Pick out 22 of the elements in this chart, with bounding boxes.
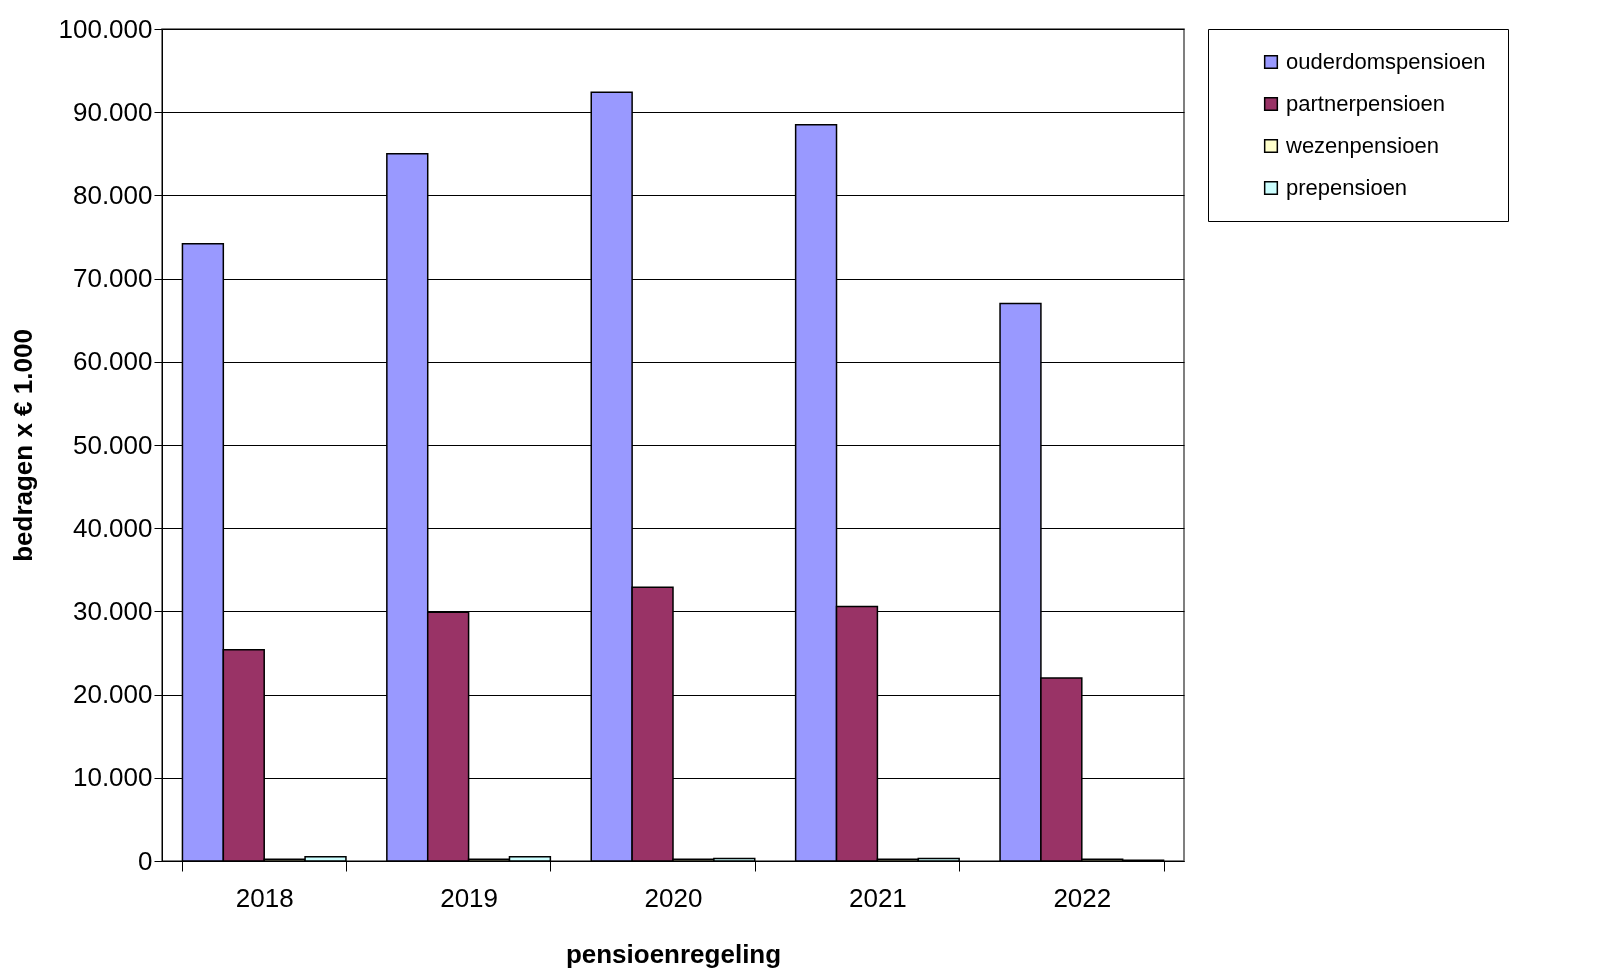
y-tick-label: 20.000 xyxy=(72,679,153,710)
y-axis-title: bedragen x € 1.000 xyxy=(7,329,38,562)
y-tick-label: 80.000 xyxy=(72,179,153,210)
y-tick-label: 10.000 xyxy=(72,762,153,793)
x-axis-title: pensioenregeling xyxy=(565,938,782,969)
y-tick-label: 70.000 xyxy=(72,263,153,294)
y-tick-label: 30.000 xyxy=(72,595,153,626)
y-tick-label: 60.000 xyxy=(72,346,153,377)
y-tick-label: 50.000 xyxy=(72,429,153,460)
x-tick-label: 2022 xyxy=(1053,882,1112,913)
legend-label: prepensioen xyxy=(1286,175,1408,200)
y-tick-label: 0 xyxy=(138,845,153,876)
y-tick-label: 40.000 xyxy=(72,512,153,543)
x-tick-label: 2021 xyxy=(848,882,907,913)
y-tick-label: 100.000 xyxy=(58,13,153,44)
y-tick-label: 90.000 xyxy=(72,96,153,127)
legend-label: wezenpensioen xyxy=(1285,133,1439,158)
x-tick-label: 2018 xyxy=(235,882,294,913)
x-tick-label: 2020 xyxy=(644,882,703,913)
x-tick-label: 2019 xyxy=(440,882,499,913)
legend-label: ouderdomspensioen xyxy=(1286,49,1486,74)
legend-label: partnerpensioen xyxy=(1286,91,1446,116)
